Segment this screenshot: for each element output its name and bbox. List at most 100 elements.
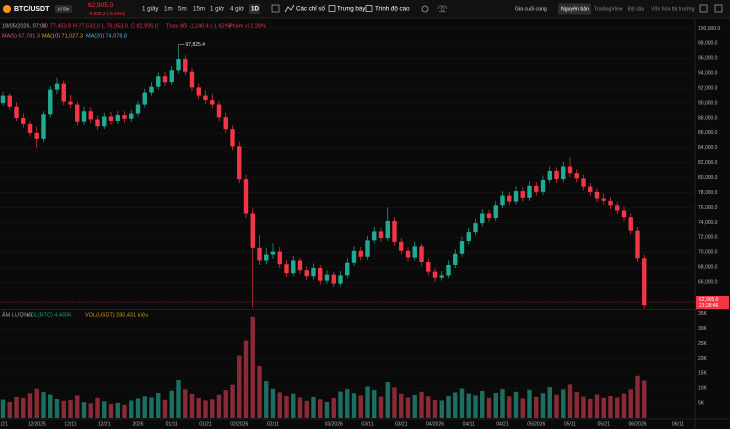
volume-bar [196,398,201,418]
candle-body [14,106,19,118]
volume-bar [68,399,73,418]
y-tick-label: 66,000.0 [698,279,718,285]
candle-body [561,166,566,180]
y-tick-label: 88,000.0 [698,115,718,121]
candle-body [351,250,357,263]
volume-bar [270,388,276,418]
candle-body [412,246,417,258]
timeframe[interactable]: 1m [164,6,173,13]
candle-body [567,166,573,174]
candle-body [453,253,458,265]
volume-bar [493,393,498,418]
legend-date: 18/05/2026, 07:00 [2,23,46,29]
legend-change: Thay đổi -1,240.4 (-1.62%) [166,22,232,29]
indicator-icon [284,4,295,13]
timeframe[interactable]: 15m [193,6,205,13]
candle-body [588,186,593,192]
candle-body [250,213,255,248]
chart-type-icon[interactable] [271,4,280,13]
candle-body [88,111,93,120]
y-tick-label: 80,000.0 [698,175,718,181]
y-tick-label: 68,000.0 [698,265,718,271]
candle-body [189,71,195,88]
volume-bar [338,391,343,418]
legend-ma: MA(10) 71,027.3 [42,33,83,39]
candle-body [297,260,303,271]
candle-body [284,264,289,274]
volume-bar [95,397,100,418]
legend-close: C 82,905.0 [131,23,158,29]
view[interactable]: Nguyên bản [561,6,589,12]
volume-bar [399,393,404,418]
candle-body [156,76,161,87]
candle-body [68,101,73,105]
candle-body [500,195,505,206]
volume-bar [567,384,573,418]
fullscreen-icon[interactable] [699,4,708,13]
timeframe[interactable]: 1 giờ [210,6,224,13]
volume-bar [108,404,114,418]
volume-bar [41,392,46,418]
volume-bar [426,396,431,418]
toolbar [0,0,730,18]
volume-bar [61,400,66,418]
volume-bar [507,396,512,418]
candle-body [628,217,633,231]
timeframe[interactable]: 4 giờ [230,6,244,13]
candle-body [7,95,12,107]
volume-bar [311,396,316,418]
candle-body [615,205,620,211]
undo-redo-icons[interactable] [437,5,448,13]
volume-tick-label: 5K [698,400,705,406]
volume-bar [608,395,613,418]
volume-bar [351,393,357,418]
candle-body [230,129,235,147]
candle-body [0,95,6,104]
volume-bar [601,397,606,418]
candle-body [601,198,606,201]
volume-bar [446,395,451,418]
tool[interactable]: Trình độ cao [375,6,410,13]
price-change: -3,626.2 (-5.44%) [88,11,126,17]
x-tick-label: 04/2026 [426,421,444,427]
volume-bar [264,381,269,418]
volume-bar [277,392,282,418]
candle-body [115,115,120,121]
leverage-badge [55,5,72,13]
volume-bar [547,387,552,418]
volume-bar [365,386,370,418]
tool[interactable]: Các chỉ số [296,6,325,13]
symbol[interactable]: BTC/USDT [14,6,50,13]
view[interactable]: TradingView [594,6,623,12]
candle-body [210,100,215,105]
candle-body [41,114,46,139]
volume-tick-label: 10K [698,386,708,392]
candle-body [574,173,579,179]
volume-bar [473,395,478,418]
candle-body [466,232,471,242]
volume-bar [574,392,579,418]
volume-bar [588,398,593,418]
timeframe[interactable]: 1D [251,6,259,13]
view[interactable]: Vốn hóa thị trường [651,6,695,12]
x-tick-label: 02/11 [267,421,279,427]
settings-icon[interactable] [421,5,429,13]
volume-bar [34,388,39,418]
legend-ma: MA(20) 74,078.8 [86,33,127,39]
timeframe[interactable]: 1 giây [142,6,159,13]
layout-icon[interactable] [714,4,723,13]
volume-title: ÂM LƯỢNG [2,311,33,318]
tool[interactable]: Trưng bày [337,6,366,13]
candle-body [399,241,404,251]
candle-body [554,170,559,180]
price-type[interactable]: Giá cuối cùng [515,6,547,12]
volume-bar [331,398,336,418]
candle-body [419,246,424,262]
volume-bar [122,404,127,418]
x-tick-label: 12/2025 [28,421,46,427]
timeframe[interactable]: 5m [178,6,187,13]
view[interactable]: Độ sâu [628,6,645,12]
volume-bar [439,400,444,418]
candle-body [642,258,647,306]
leverage[interactable]: 10 lần [57,6,70,11]
